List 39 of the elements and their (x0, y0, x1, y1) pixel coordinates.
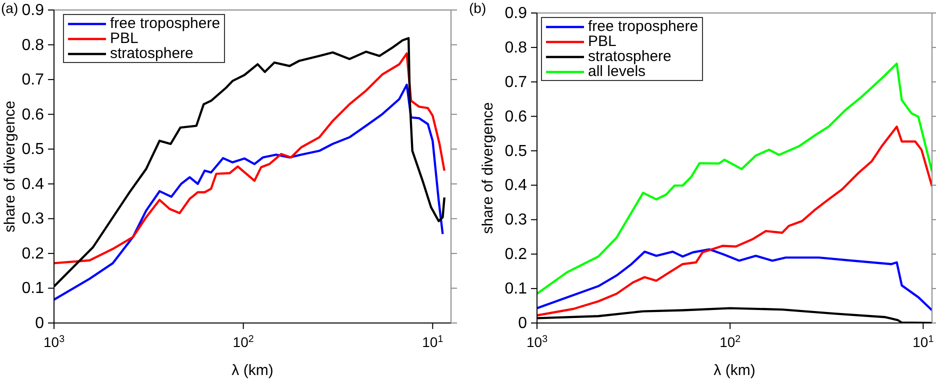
x-tick-label: 10$^{3}$ (526, 334, 548, 350)
y-tick-label: 0.2 (22, 245, 44, 262)
y-tick-label: 0.4 (504, 177, 528, 194)
y-tick-label: 0.8 (22, 36, 44, 54)
y-tick-label: 0.7 (504, 74, 528, 91)
y-axis-title: share of divergence (1, 100, 18, 232)
x-tick-label: 10$^{1}$ (422, 334, 444, 350)
y-tick-label: 0 (518, 315, 528, 332)
y-axis-title: share of divergence (479, 102, 496, 234)
x-tick-label: 10$^{2}$ (232, 334, 254, 350)
y-tick-label: 0.4 (22, 176, 44, 193)
x-axis-title: λ (km) (714, 362, 756, 379)
legend-label: stratosphere (588, 48, 672, 65)
y-tick-label: 0.6 (504, 108, 528, 126)
legend-label: free troposphere (110, 15, 220, 32)
x-tick-label: 10$^{1}$ (912, 334, 934, 350)
x-tick-label: 10$^{3}$ (43, 334, 66, 350)
y-tick-label: 0.3 (22, 210, 44, 228)
x-tick-label: 10$^{2}$ (720, 334, 741, 350)
y-tick-label: 0.7 (22, 72, 44, 89)
y-tick-label: 0 (35, 315, 44, 332)
legend-label: PBL (588, 33, 616, 50)
y-tick-label: 0.2 (504, 246, 528, 264)
legend-label: PBL (110, 30, 138, 47)
y-tick-label: 0.6 (22, 106, 44, 124)
text: (b) (469, 0, 486, 16)
y-tick-label: 0.9 (504, 5, 528, 22)
legend-label: all levels (588, 63, 646, 80)
y-tick-label: 0.1 (22, 280, 44, 298)
legend-label: free troposphere (588, 18, 698, 35)
x-axis-title: λ (km) (232, 362, 274, 379)
y-tick-label: 0.5 (22, 141, 44, 158)
legend-label: stratosphere (110, 45, 194, 62)
y-tick-label: 0.3 (504, 212, 528, 229)
y-tick-label: 0.1 (504, 280, 528, 298)
y-tick-label: 0.8 (504, 39, 528, 56)
y-tick-label: 0.5 (504, 142, 528, 160)
y-tick-label: 0.9 (22, 2, 44, 19)
text: (a) (1, 0, 18, 16)
